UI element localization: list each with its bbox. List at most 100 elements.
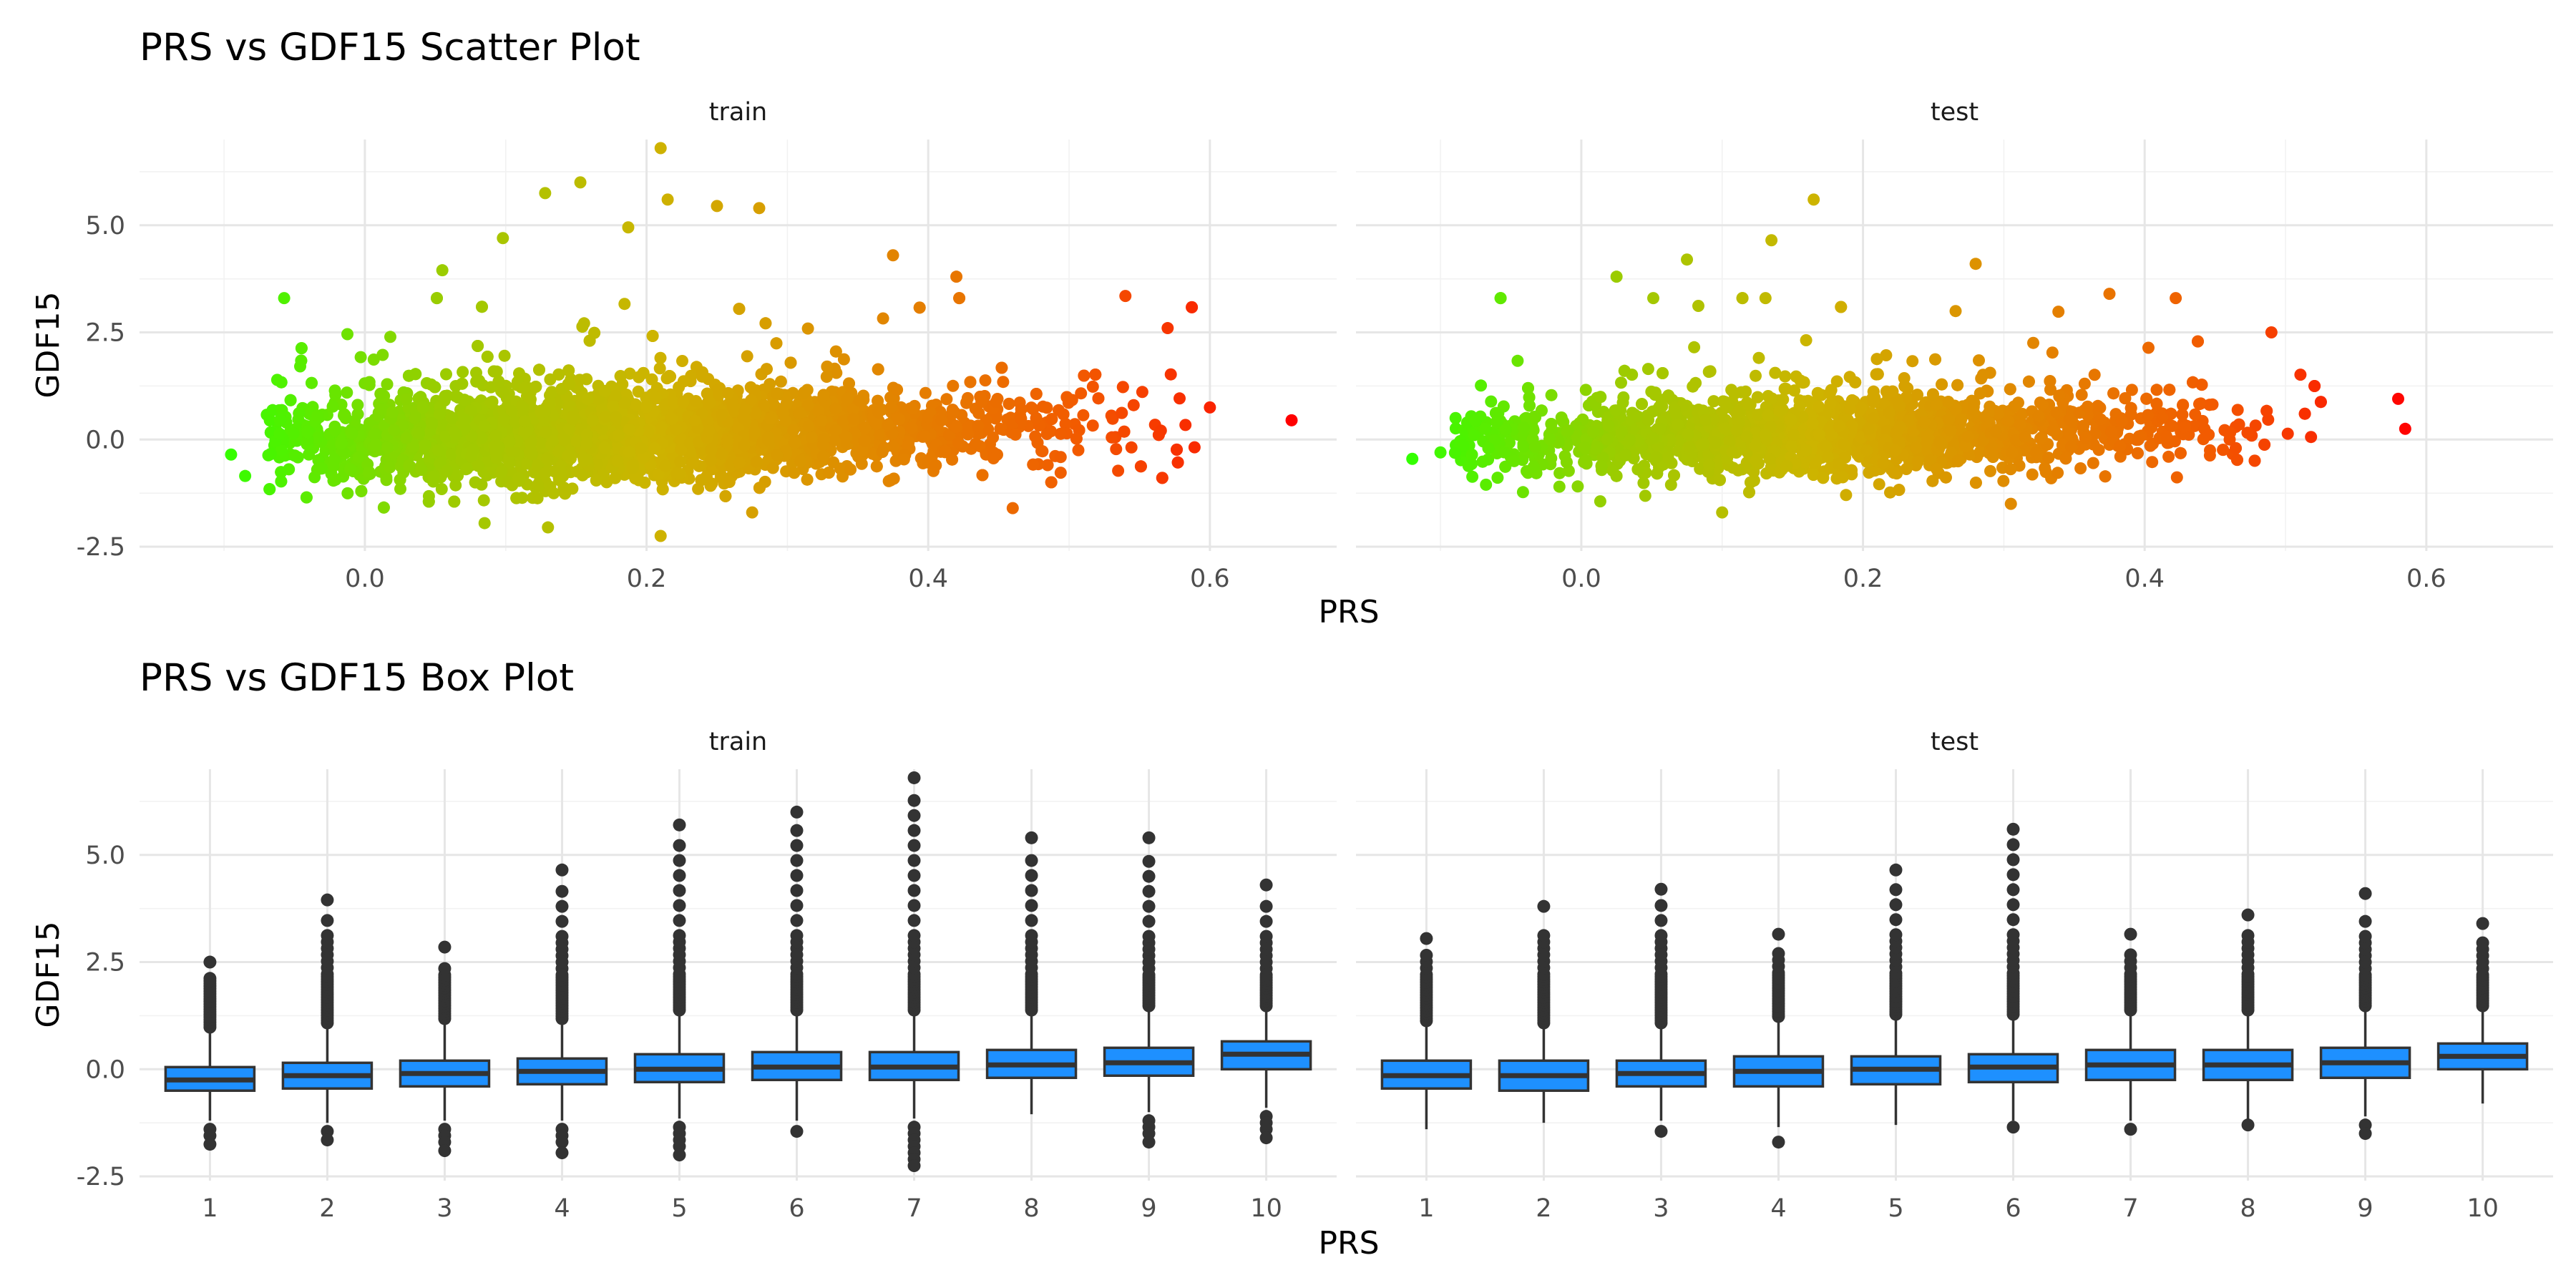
scatter-point — [1070, 432, 1083, 445]
scatter-strip-label-test: test — [1931, 98, 1979, 127]
scatter-point — [654, 142, 667, 155]
scatter-point — [489, 446, 502, 459]
scatter-strip-label-train: train — [709, 98, 767, 127]
scatter-point — [301, 426, 314, 439]
scatter-point — [449, 390, 462, 403]
scatter-point — [264, 448, 277, 460]
scatter-point — [759, 317, 772, 330]
scatter-point — [316, 462, 328, 475]
scatter-point — [897, 453, 910, 466]
scatter-point — [1186, 301, 1199, 313]
scatter-point — [1072, 444, 1085, 457]
scatter-point — [836, 470, 849, 483]
scatter-point — [531, 492, 544, 504]
scatter-point — [654, 530, 667, 542]
scatter-point — [533, 364, 545, 376]
scatter-point — [422, 495, 435, 508]
scatter-point — [645, 373, 658, 386]
scatter-point — [567, 413, 579, 426]
scatter-point — [950, 270, 963, 283]
scatter-point — [653, 362, 666, 375]
scatter-point — [822, 467, 835, 479]
scatter-point — [384, 461, 396, 474]
scatter-point — [303, 448, 316, 461]
scatter-point — [1041, 459, 1054, 472]
scatter-point — [801, 399, 814, 412]
scatter-point — [288, 449, 301, 462]
scatter-point — [990, 396, 1002, 409]
scatter-point — [1840, 489, 1853, 502]
scatter-point — [1997, 474, 2010, 487]
scatter-point — [761, 434, 774, 447]
scatter-point — [563, 422, 575, 435]
scatter-point — [429, 381, 441, 394]
scatter-point — [1830, 375, 1843, 388]
scatter-point — [1171, 456, 1184, 469]
scatter-point — [870, 460, 883, 473]
scatter-point — [1060, 391, 1073, 404]
scatter-point — [518, 381, 531, 394]
scatter-point — [964, 376, 977, 389]
scatter-point — [733, 303, 746, 316]
scatter-point — [1516, 486, 1529, 499]
scatter-point — [1030, 388, 1043, 400]
scatter-point — [416, 401, 429, 414]
scatter-point — [284, 394, 297, 406]
scatter-point — [947, 379, 960, 392]
scatter-point — [1571, 480, 1584, 493]
scatter-point — [827, 456, 840, 469]
scatter-point — [715, 447, 728, 460]
scatter-point — [580, 453, 593, 466]
scatter-point — [492, 375, 505, 388]
scatter-point — [976, 469, 989, 482]
scatter-point — [338, 409, 351, 421]
scatter-point — [1040, 401, 1053, 414]
scatter-point — [919, 386, 932, 399]
scatter-point — [563, 378, 576, 391]
scatter-point — [946, 453, 959, 466]
scatter-point — [872, 406, 884, 419]
scatter-point — [1779, 370, 1792, 383]
scatter-point — [512, 474, 525, 487]
scatter-point — [716, 409, 728, 421]
scatter-point — [1009, 428, 1022, 441]
scatter-point — [531, 459, 544, 472]
scatter-point — [1112, 464, 1125, 477]
scatter-point — [1057, 408, 1070, 421]
scatter-point — [354, 351, 367, 364]
scatter-point — [609, 390, 622, 403]
scatter-point — [386, 406, 399, 419]
scatter-point — [1040, 427, 1053, 440]
scatter-point — [1475, 379, 1488, 392]
scatter-point — [431, 292, 443, 305]
scatter-point — [458, 413, 471, 426]
scatter-train-y-tick-label: 5.0 — [85, 212, 125, 240]
scatter-point — [745, 394, 758, 406]
scatter-point — [1118, 425, 1131, 438]
scatter-point — [2142, 341, 2155, 354]
scatter-point — [295, 342, 308, 355]
scatter-point — [426, 417, 438, 429]
scatter-point — [659, 459, 672, 472]
scatter-point — [1480, 478, 1493, 491]
scatter-point — [877, 312, 889, 325]
scatter-point — [696, 366, 708, 379]
scatter-point — [935, 414, 948, 426]
scatter-point — [841, 392, 854, 405]
scatter-point — [764, 412, 777, 425]
scatter-point — [812, 405, 825, 418]
scatter-point — [475, 431, 488, 444]
scatter-point — [266, 404, 279, 416]
scatter-point — [263, 414, 276, 426]
scatter-point — [953, 292, 966, 305]
scatter-point — [273, 414, 286, 426]
scatter-point — [498, 349, 511, 362]
scatter-point — [962, 428, 975, 441]
scatter-point — [753, 202, 766, 215]
scatter-point — [737, 411, 750, 424]
scatter-point — [1491, 472, 1504, 484]
scatter-point — [612, 429, 625, 442]
scatter-point — [526, 448, 538, 461]
scatter-point — [979, 374, 992, 387]
